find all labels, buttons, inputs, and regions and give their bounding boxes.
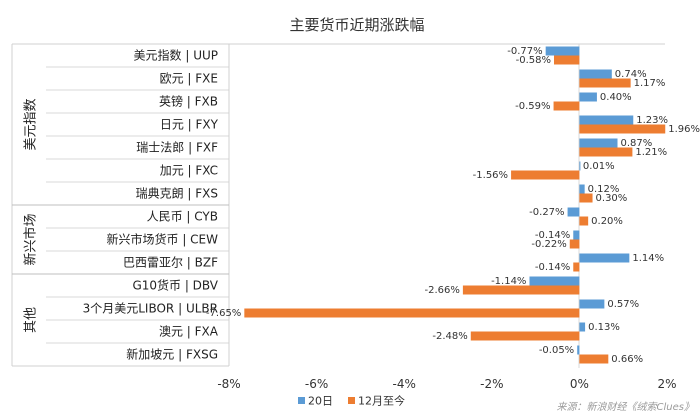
bar-series2 bbox=[569, 239, 580, 249]
bar-series1 bbox=[573, 230, 580, 240]
data-label: -0.14% bbox=[535, 262, 570, 273]
group-label: 其他 bbox=[24, 307, 39, 333]
bar-series1 bbox=[579, 161, 581, 171]
data-label: -0.58% bbox=[516, 55, 551, 66]
bar-series2 bbox=[553, 55, 580, 65]
bar-series1 bbox=[579, 92, 597, 102]
bar-series2 bbox=[579, 147, 633, 157]
data-label: 0.40% bbox=[600, 92, 632, 103]
data-label: -2.48% bbox=[432, 331, 467, 342]
category-label: 加元 | FXC bbox=[160, 164, 218, 178]
category-label: 巴西雷亚尔 | BZF bbox=[123, 255, 218, 270]
x-tick-label: 2% bbox=[657, 377, 676, 391]
data-label: 0.74% bbox=[615, 69, 647, 80]
data-label: -1.14% bbox=[491, 276, 526, 287]
category-label: G10货币 | DBV bbox=[132, 278, 218, 293]
data-label: -2.66% bbox=[425, 285, 460, 296]
chart-title: 主要货币近期涨跌幅 bbox=[289, 16, 424, 34]
category-label: 瑞典克朗 | FXS bbox=[136, 187, 218, 201]
bar-series1 bbox=[579, 138, 618, 148]
data-label: 1.14% bbox=[632, 253, 664, 264]
data-label: 1.21% bbox=[635, 147, 667, 158]
data-label: 1.23% bbox=[636, 115, 668, 126]
category-label: 新加坡元 | FXSG bbox=[126, 347, 218, 362]
bar-series1 bbox=[579, 299, 605, 309]
data-label: 0.01% bbox=[583, 161, 615, 172]
data-label: 0.20% bbox=[591, 216, 623, 227]
data-label: -0.22% bbox=[531, 239, 566, 250]
legend-label: 12月至今 bbox=[358, 394, 405, 408]
bar-series1 bbox=[529, 276, 580, 286]
category-label: 日元 | FXY bbox=[160, 118, 219, 132]
x-tick-label: -8% bbox=[217, 377, 240, 391]
bar-series2 bbox=[579, 124, 666, 134]
bar-series1 bbox=[567, 207, 580, 217]
bar-series1 bbox=[545, 46, 580, 56]
bar-series2 bbox=[573, 262, 580, 272]
source-note: 来源：新浪财经《绒索Clues》 bbox=[557, 401, 694, 413]
data-label: -0.27% bbox=[529, 207, 564, 218]
bar-series1 bbox=[579, 322, 586, 332]
bar-series2 bbox=[511, 170, 580, 180]
legend-swatch bbox=[298, 397, 305, 404]
data-label: -1.56% bbox=[473, 170, 508, 181]
data-label: 1.17% bbox=[634, 78, 666, 89]
bar-series2 bbox=[579, 354, 609, 364]
data-label: 0.57% bbox=[607, 299, 639, 310]
category-label: 澳元 | FXA bbox=[159, 325, 219, 339]
data-label: -0.14% bbox=[535, 230, 570, 241]
data-label: -7.65% bbox=[206, 308, 241, 319]
x-tick-label: -6% bbox=[305, 377, 328, 391]
data-label: 0.12% bbox=[588, 184, 620, 195]
data-label: 1.96% bbox=[668, 124, 700, 135]
data-label: 0.30% bbox=[596, 193, 628, 204]
bar-series1 bbox=[577, 345, 580, 355]
data-label: 0.87% bbox=[621, 138, 653, 149]
bar-series2 bbox=[579, 78, 631, 88]
bar-series2 bbox=[579, 216, 589, 226]
data-label: 0.13% bbox=[588, 322, 620, 333]
data-label: -0.77% bbox=[507, 46, 542, 57]
category-label: 3个月美元LIBOR | ULBR bbox=[83, 302, 218, 316]
x-tick-label: 0% bbox=[570, 377, 589, 391]
bar-series1 bbox=[579, 184, 585, 194]
category-label: 欧元 | FXE bbox=[160, 72, 218, 86]
group-label: 美元指数 bbox=[24, 98, 39, 150]
category-label: 英镑 | FXB bbox=[159, 94, 218, 109]
data-label: 0.66% bbox=[611, 354, 643, 365]
legend-label: 20日 bbox=[308, 395, 333, 408]
bar-series1 bbox=[579, 115, 634, 125]
bar-series2 bbox=[579, 193, 593, 203]
group-label: 新兴市场 bbox=[23, 213, 39, 265]
data-label: -0.05% bbox=[539, 345, 574, 356]
x-tick-label: -4% bbox=[393, 377, 416, 391]
category-label: 美元指数 | UUP bbox=[134, 48, 218, 63]
bar-series2 bbox=[244, 308, 580, 318]
bar-series2 bbox=[462, 285, 580, 295]
bar-series1 bbox=[579, 253, 630, 263]
category-label: 新兴市场货币 | CEW bbox=[107, 232, 219, 247]
bar-series2 bbox=[470, 331, 580, 341]
category-label: 人民币 | CYB bbox=[147, 210, 218, 224]
bar-series2 bbox=[553, 101, 580, 111]
legend-swatch bbox=[348, 397, 355, 404]
x-tick-label: -2% bbox=[480, 377, 503, 391]
bar-series1 bbox=[579, 69, 612, 79]
data-label: -0.59% bbox=[515, 101, 550, 112]
category-label: 瑞士法郎 | FXF bbox=[136, 141, 218, 155]
